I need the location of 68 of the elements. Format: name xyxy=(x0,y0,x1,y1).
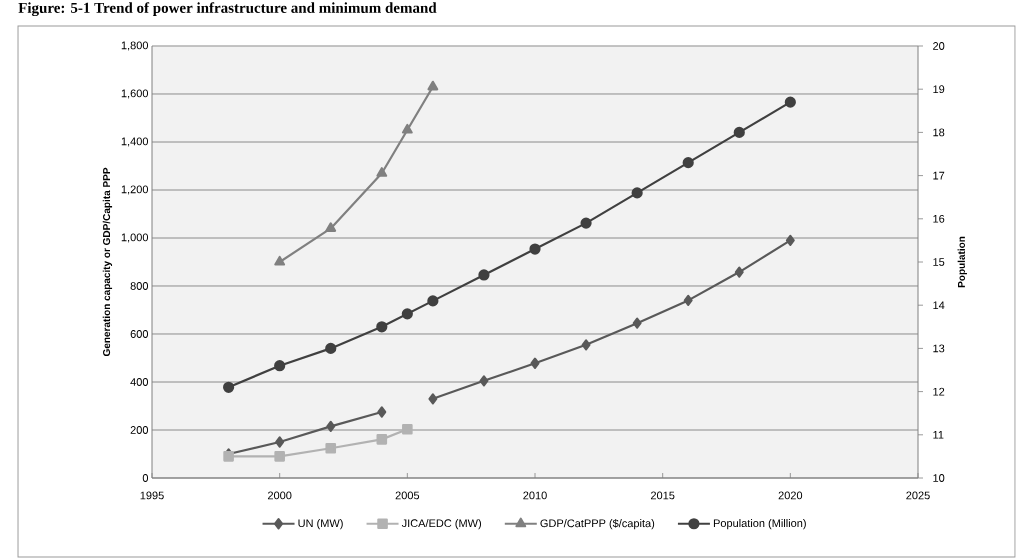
x-tick-label: 2020 xyxy=(778,491,803,500)
point xyxy=(683,294,693,306)
x-tick-label: 2025 xyxy=(906,491,930,500)
y-tick-label: 1,600 xyxy=(121,89,149,99)
y-tick-label: 400 xyxy=(130,378,149,386)
point xyxy=(580,217,592,229)
point xyxy=(530,357,540,369)
y2-tick-label: 16 xyxy=(933,214,945,223)
point xyxy=(275,436,285,448)
point xyxy=(734,266,744,278)
point xyxy=(478,269,490,281)
y2-axis-title: Population xyxy=(957,236,967,288)
y-tick-label: 200 xyxy=(130,426,149,434)
point xyxy=(376,167,388,177)
point xyxy=(401,123,413,134)
y-tick-label: 0 xyxy=(142,474,149,482)
y2-tick-label: 14 xyxy=(933,301,945,309)
x-tick-label: 2000 xyxy=(267,491,292,500)
point xyxy=(274,360,286,372)
y-tick-label: 1,800 xyxy=(121,41,149,51)
y2-tick-label: 15 xyxy=(933,258,945,266)
point xyxy=(401,308,413,320)
legend-label: JICA/EDC (MW) xyxy=(401,519,481,530)
y2-tick-label: 12 xyxy=(933,387,945,396)
y2-tick-label: 13 xyxy=(933,344,945,353)
point xyxy=(631,187,643,199)
point xyxy=(428,393,438,405)
y-axis-title: Generation capacity or GDP/Capita PPP xyxy=(102,167,113,357)
legend-label: UN (MW) xyxy=(298,519,343,530)
y2-tick-label: 11 xyxy=(933,431,944,439)
point xyxy=(376,434,388,445)
point xyxy=(632,317,642,329)
point xyxy=(581,339,591,351)
x-tick-label: 1995 xyxy=(140,491,164,500)
legend-label: GDP/CatPPP ($/capita) xyxy=(540,518,655,530)
point xyxy=(325,442,337,454)
y2-tick-label: 17 xyxy=(933,171,945,180)
point xyxy=(325,222,337,232)
point xyxy=(223,381,235,393)
point xyxy=(733,126,745,138)
point xyxy=(427,80,439,91)
legend-label: Population (Million) xyxy=(713,519,806,530)
point xyxy=(274,451,285,462)
chart-title: Figure: 5-1 Trend of power infrastructure and minimum demand xyxy=(18,2,437,17)
point xyxy=(529,243,541,255)
y2-tick-label: 20 xyxy=(933,42,945,50)
point xyxy=(784,96,796,108)
point xyxy=(377,406,387,418)
point xyxy=(427,295,439,307)
y-tick-label: 1,400 xyxy=(121,137,149,147)
point xyxy=(326,420,336,432)
point xyxy=(682,157,694,169)
x-tick-label: 2015 xyxy=(650,491,675,500)
y-tick-label: 800 xyxy=(130,282,149,290)
point xyxy=(325,342,337,354)
point xyxy=(376,321,388,333)
point xyxy=(402,423,413,435)
y2-tick-label: 18 xyxy=(933,128,945,137)
y2-tick-label: 10 xyxy=(933,474,945,482)
point xyxy=(479,375,489,387)
y-tick-label: 600 xyxy=(130,330,149,338)
point xyxy=(785,234,795,246)
x-tick-label: 2005 xyxy=(395,491,420,500)
y-tick-label: 1,200 xyxy=(121,185,149,195)
y-tick-label: 1,000 xyxy=(121,233,149,243)
point xyxy=(274,255,286,266)
y2-tick-label: 19 xyxy=(933,85,945,94)
x-tick-label: 2010 xyxy=(523,491,547,500)
